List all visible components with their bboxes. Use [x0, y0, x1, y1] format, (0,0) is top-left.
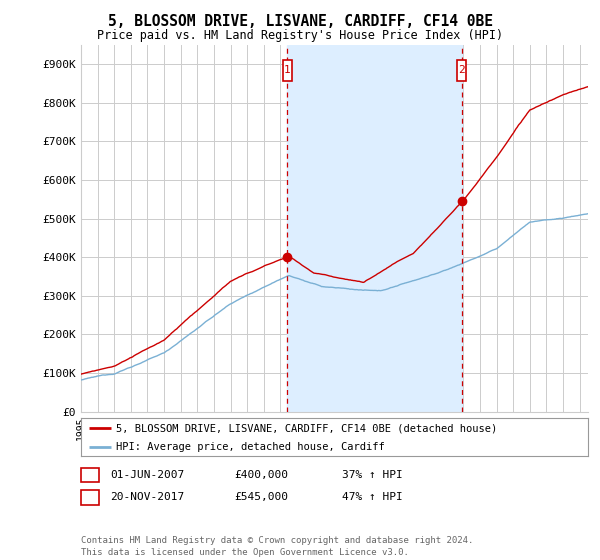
Text: Contains HM Land Registry data © Crown copyright and database right 2024.
This d: Contains HM Land Registry data © Crown c… — [81, 536, 473, 557]
Text: HPI: Average price, detached house, Cardiff: HPI: Average price, detached house, Card… — [116, 442, 385, 452]
Text: 2: 2 — [458, 66, 465, 76]
Text: 1: 1 — [284, 66, 291, 76]
Text: 01-JUN-2007: 01-JUN-2007 — [110, 470, 184, 480]
Text: 1: 1 — [86, 470, 94, 480]
Text: £545,000: £545,000 — [234, 492, 288, 502]
Bar — [287, 45, 461, 412]
Text: 5, BLOSSOM DRIVE, LISVANE, CARDIFF, CF14 0BE: 5, BLOSSOM DRIVE, LISVANE, CARDIFF, CF14… — [107, 14, 493, 29]
Text: 20-NOV-2017: 20-NOV-2017 — [110, 492, 184, 502]
Text: 2: 2 — [86, 492, 94, 502]
FancyBboxPatch shape — [283, 60, 292, 81]
Text: 5, BLOSSOM DRIVE, LISVANE, CARDIFF, CF14 0BE (detached house): 5, BLOSSOM DRIVE, LISVANE, CARDIFF, CF14… — [116, 423, 498, 433]
Text: £400,000: £400,000 — [234, 470, 288, 480]
Text: 37% ↑ HPI: 37% ↑ HPI — [342, 470, 403, 480]
Text: 47% ↑ HPI: 47% ↑ HPI — [342, 492, 403, 502]
Text: Price paid vs. HM Land Registry's House Price Index (HPI): Price paid vs. HM Land Registry's House … — [97, 29, 503, 42]
FancyBboxPatch shape — [457, 60, 466, 81]
